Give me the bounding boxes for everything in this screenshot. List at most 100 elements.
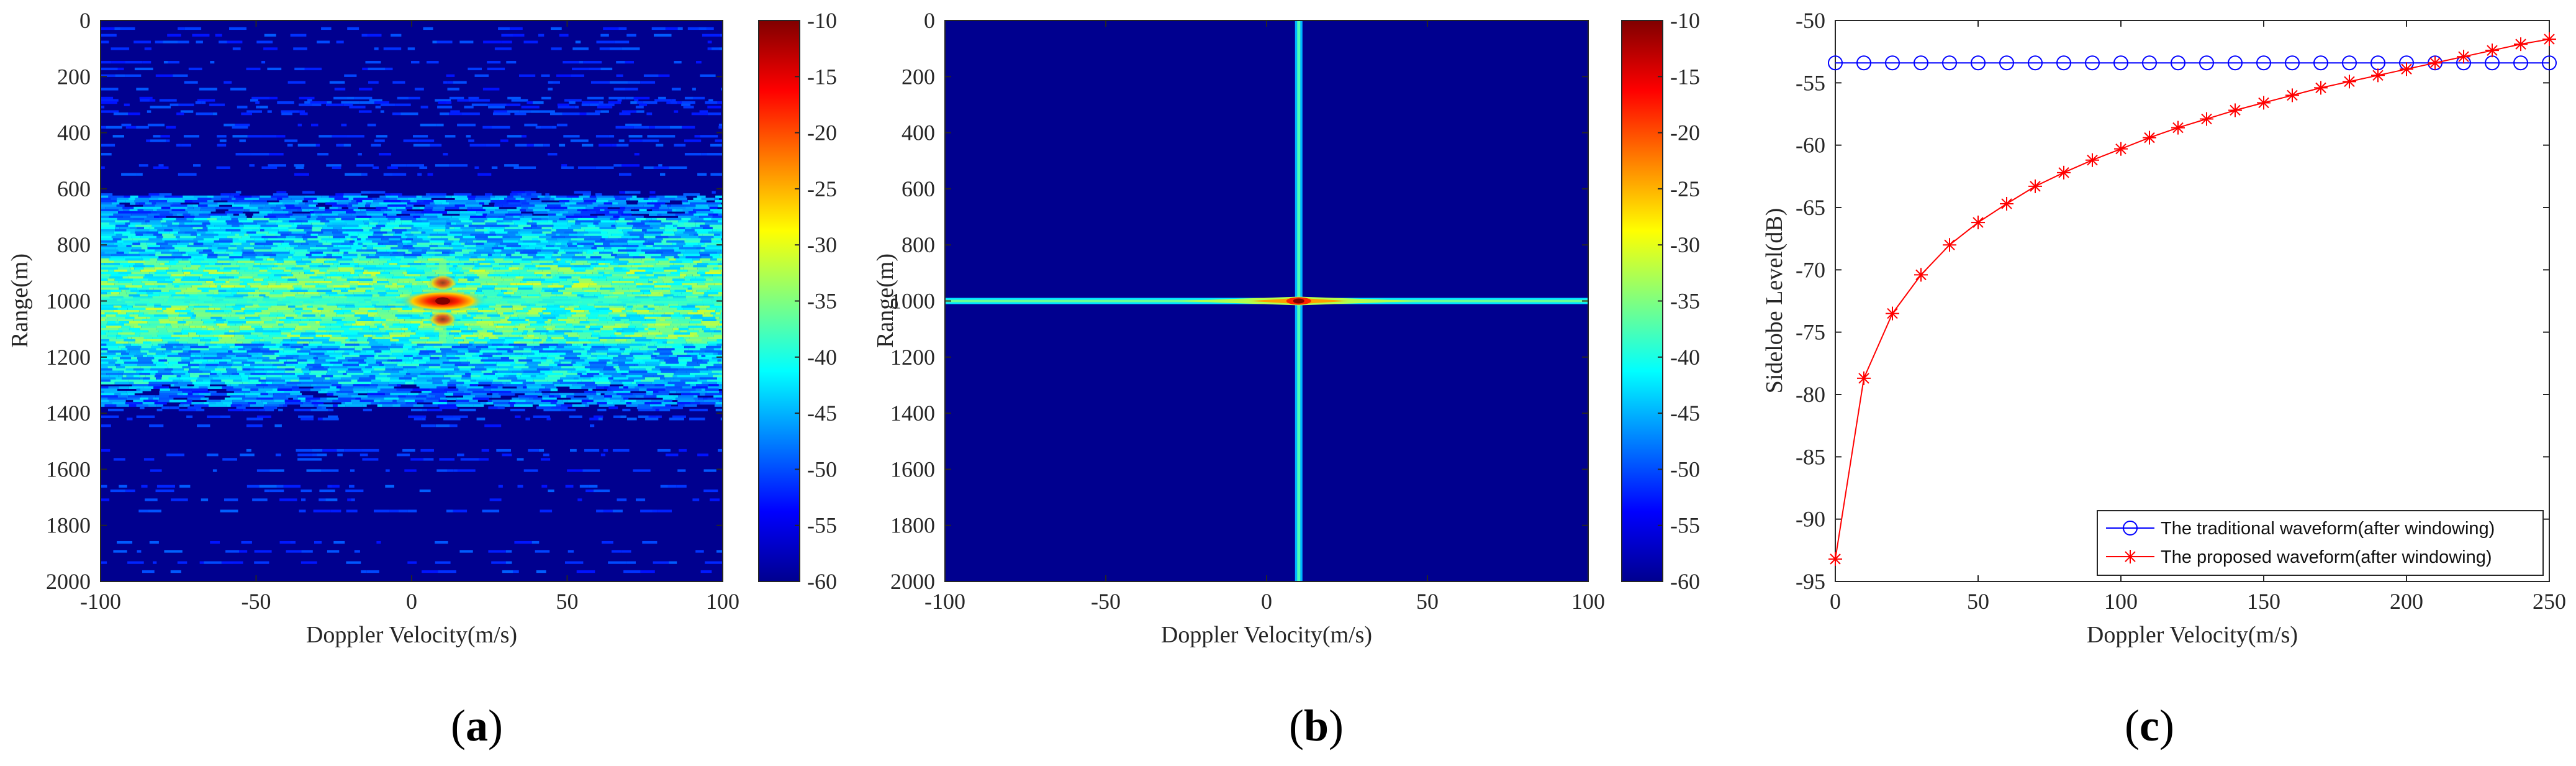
- heatmap-cell: [364, 292, 378, 295]
- heatmap-cell: [466, 357, 482, 360]
- heatmap-cell: [633, 355, 651, 358]
- heatmap-cell: [502, 330, 513, 333]
- heatmap-cell: [237, 370, 255, 373]
- heatmap-cell: [160, 321, 178, 324]
- heatmap-cell: [367, 124, 376, 127]
- heatmap-cell: [269, 357, 277, 360]
- heatmap-cell: [671, 204, 684, 207]
- heatmap-cell: [597, 323, 615, 326]
- heatmap-cell: [416, 366, 429, 369]
- heatmap-cell: [477, 309, 492, 313]
- heatmap-cell: [267, 285, 276, 288]
- heatmap-cell: [508, 202, 522, 205]
- heatmap-cell: [389, 198, 397, 201]
- heatmap-cell: [147, 245, 161, 248]
- heatmap-cell: [610, 47, 622, 50]
- heatmap-cell: [256, 253, 264, 257]
- heatmap-cell: [590, 81, 610, 84]
- heatmap-cell: [347, 27, 359, 30]
- heatmap-cell: [425, 193, 430, 196]
- heatmap-cell: [684, 285, 692, 288]
- heatmap-cell: [182, 258, 189, 262]
- heatmap-cell: [557, 256, 572, 259]
- heatmap-cell: [526, 144, 534, 147]
- heatmap-cell: [558, 252, 566, 255]
- heatmap-cell: [257, 345, 263, 349]
- heatmap-cell: [101, 195, 109, 198]
- heatmap-cell: [697, 341, 708, 344]
- heatmap-cell: [518, 227, 524, 230]
- heatmap-cell: [631, 308, 637, 311]
- heatmap-cell: [646, 238, 663, 241]
- heatmap-cell: [481, 319, 500, 322]
- heatmap-cell: [651, 368, 660, 372]
- heatmap-cell: [400, 258, 418, 262]
- heatmap-cell: [326, 103, 344, 106]
- heatmap-cell: [663, 267, 680, 270]
- heatmap-cell: [334, 198, 349, 201]
- heatmap-cell: [487, 61, 501, 64]
- heatmap-cell: [673, 263, 690, 266]
- heatmap-cell: [242, 242, 251, 245]
- heatmap-cell: [568, 227, 581, 230]
- heatmap-cell: [246, 217, 251, 221]
- heatmap-cell: [109, 216, 123, 219]
- heatmap-cell: [691, 112, 708, 116]
- heatmap-cell: [293, 253, 306, 257]
- heatmap-cell: [699, 252, 717, 255]
- heatmap-cell: [299, 271, 305, 275]
- heatmap-cell: [519, 166, 536, 169]
- heatmap-cell: [357, 253, 361, 257]
- heatmap-cell: [194, 280, 206, 284]
- heatmap-cell: [418, 326, 423, 329]
- heatmap-cell: [121, 173, 137, 176]
- heatmap-cell: [311, 253, 327, 257]
- heatmap-cell: [130, 195, 138, 198]
- heatmap-cell: [697, 271, 705, 275]
- heatmap-cell: [695, 276, 704, 279]
- heatmap-cell: [101, 316, 107, 319]
- heatmap-cell: [304, 271, 315, 275]
- heatmap-cell: [516, 283, 533, 286]
- heatmap-cell: [145, 202, 152, 205]
- heatmap-cell: [387, 359, 392, 362]
- heatmap-cell: [418, 258, 428, 262]
- heatmap-cell: [527, 334, 534, 337]
- heatmap-cell: [380, 110, 384, 113]
- heatmap-cell: [235, 198, 245, 201]
- heatmap-cell: [180, 280, 194, 284]
- heatmap-cell: [121, 238, 133, 241]
- heatmap-cell: [253, 265, 266, 268]
- heatmap-cell: [448, 373, 454, 376]
- heatmap-cell: [500, 252, 515, 255]
- heatmap-cell: [207, 227, 221, 230]
- heatmap-cell: [581, 103, 590, 106]
- heatmap-cell: [535, 327, 546, 331]
- heatmap-cell: [139, 290, 147, 293]
- heatmap-cell: [224, 321, 228, 324]
- heatmap-cell: [325, 222, 332, 226]
- heatmap-cell: [630, 198, 644, 201]
- heatmap-cell: [663, 280, 674, 284]
- heatmap-cell: [395, 103, 411, 106]
- heatmap-cell: [513, 345, 520, 349]
- heatmap-cell: [466, 240, 473, 244]
- heatmap-cell: [208, 271, 224, 275]
- heatmap-cell: [707, 112, 721, 116]
- heatmap-cell: [329, 235, 333, 239]
- heatmap-cell: [296, 263, 306, 266]
- heatmap-cell: [693, 209, 711, 212]
- heatmap-cell: [355, 240, 373, 244]
- heatmap-cell: [529, 202, 547, 205]
- heatmap-cell: [369, 222, 378, 226]
- heatmap-cell: [653, 280, 658, 284]
- heatmap-cell: [606, 278, 620, 281]
- heatmap-cell: [141, 280, 158, 284]
- heatmap-cell: [474, 263, 480, 266]
- heatmap-cell: [539, 352, 548, 355]
- heatmap-cell: [395, 341, 412, 344]
- heatmap-cell: [459, 368, 471, 372]
- heatmap-cell: [661, 234, 675, 237]
- heatmap-cell: [174, 309, 191, 313]
- heatmap-cell: [625, 88, 638, 91]
